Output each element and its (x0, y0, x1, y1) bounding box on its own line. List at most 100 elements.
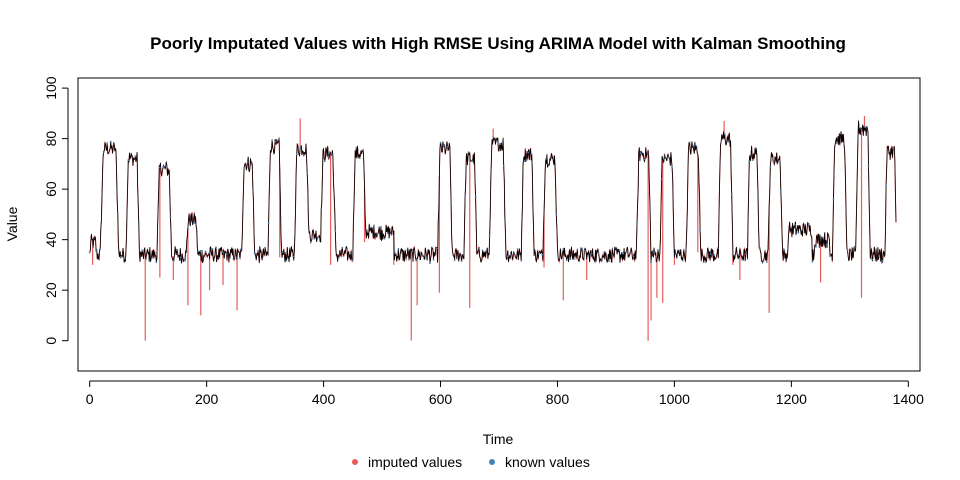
known-point (418, 250, 421, 253)
known-point (264, 246, 266, 249)
known-point (853, 246, 856, 249)
known-point (341, 246, 344, 249)
known-point (576, 248, 579, 251)
known-point (236, 256, 238, 259)
known-point (411, 250, 414, 253)
known-point (829, 255, 831, 257)
known-point (159, 166, 161, 169)
known-point (281, 251, 284, 254)
known-point (141, 249, 144, 252)
known-point (467, 151, 470, 154)
known-point (151, 256, 154, 259)
known-point (460, 260, 463, 262)
known-point (558, 257, 561, 259)
known-point (657, 249, 659, 251)
x-tick-label: 400 (312, 391, 336, 407)
known-point (109, 140, 112, 143)
y-axis: 0 20 40 60 80 100 (43, 76, 69, 345)
known-point (123, 257, 126, 260)
known-point (632, 255, 635, 258)
known-point (520, 259, 523, 262)
known-point (137, 222, 140, 225)
known-point (253, 251, 256, 254)
known-point (250, 163, 253, 165)
known-point (860, 128, 863, 131)
known-point (734, 254, 737, 257)
known-point (436, 247, 438, 250)
known-point (148, 260, 151, 262)
known-point (611, 247, 614, 250)
known-point (106, 143, 109, 145)
known-point (173, 259, 175, 262)
legend-marker (489, 459, 495, 465)
known-point (474, 195, 477, 198)
known-point (439, 142, 442, 144)
known-point (271, 139, 273, 142)
known-point (176, 249, 179, 252)
known-point (636, 222, 638, 225)
known-point (551, 155, 554, 158)
known-point (369, 226, 372, 229)
known-point (306, 172, 309, 174)
known-point (850, 250, 852, 253)
known-point (646, 152, 649, 155)
known-point (208, 252, 210, 255)
known-point (730, 193, 733, 196)
known-point (260, 257, 263, 260)
known-point (527, 151, 530, 154)
legend-marker (352, 459, 358, 465)
known-point (397, 248, 400, 251)
known-point (218, 257, 221, 259)
known-point (741, 258, 744, 261)
known-point (597, 252, 600, 255)
known-point (330, 153, 333, 156)
x-tick-label: 1400 (893, 391, 924, 407)
known-point (513, 252, 516, 255)
y-tick-label: 0 (43, 337, 59, 345)
x-tick-label: 800 (546, 391, 570, 407)
known-point (194, 222, 196, 225)
x-tick-label: 0 (86, 391, 94, 407)
known-point (667, 156, 670, 159)
known-point (709, 253, 712, 256)
known-point (748, 160, 751, 163)
known-point (653, 251, 656, 254)
known-point (808, 223, 810, 226)
known-point (348, 257, 351, 259)
plot-area (77, 77, 921, 372)
y-tick-label: 100 (43, 76, 59, 100)
known-point (257, 249, 259, 252)
known-point (187, 226, 189, 229)
known-point (625, 250, 628, 253)
known-point (485, 250, 487, 253)
known-point (130, 156, 133, 159)
known-point (660, 178, 663, 181)
known-point (380, 226, 382, 228)
known-point (797, 231, 800, 234)
known-point (885, 184, 887, 187)
known-point (776, 162, 779, 165)
known-point (267, 222, 270, 225)
known-point (758, 247, 761, 249)
known-point (601, 259, 603, 262)
known-point (215, 246, 217, 249)
x-tick-label: 1000 (659, 391, 690, 407)
known-point (316, 236, 319, 239)
known-point (843, 143, 845, 146)
known-point (327, 155, 330, 158)
known-point (864, 126, 866, 128)
known-point (201, 249, 203, 252)
known-point (755, 148, 758, 150)
known-point (92, 246, 95, 249)
known-point (351, 259, 354, 262)
x-axis: 0 200 400 600 800 1000 1200 1400 (86, 380, 924, 407)
known-point (387, 232, 389, 235)
known-point (548, 164, 551, 167)
known-point (134, 155, 137, 158)
known-point (337, 256, 340, 259)
known-point (190, 220, 193, 223)
known-point (790, 227, 793, 229)
known-point (243, 166, 246, 169)
known-point (102, 151, 105, 154)
known-point (288, 247, 291, 250)
